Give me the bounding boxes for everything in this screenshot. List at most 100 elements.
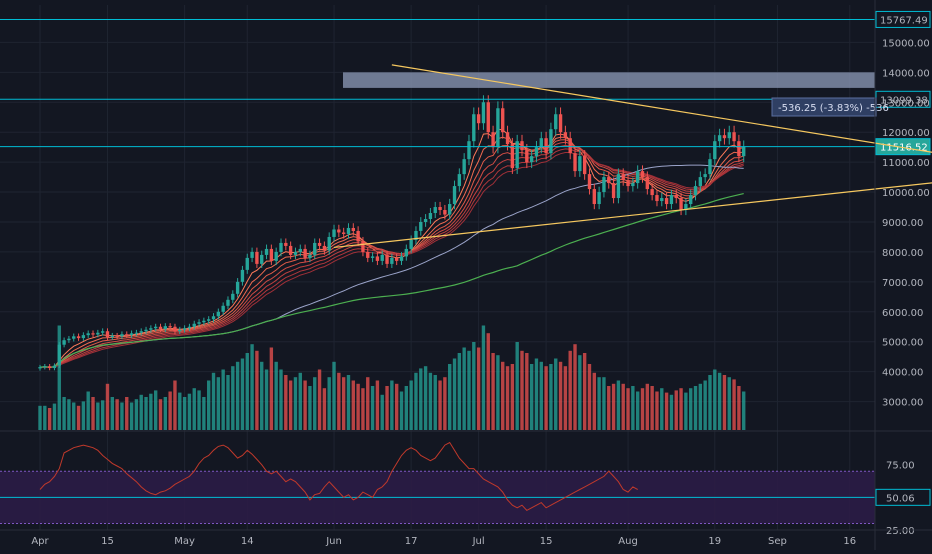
- volume-bar: [501, 361, 505, 430]
- volume-bar: [303, 380, 307, 430]
- candle-body: [467, 141, 471, 160]
- volume-bar: [38, 405, 42, 430]
- candle-body: [534, 147, 539, 157]
- candle-body: [67, 338, 71, 341]
- volume-bar: [467, 350, 471, 430]
- candle-body: [732, 132, 736, 142]
- candle-body: [356, 230, 360, 242]
- candle-body: [260, 254, 264, 264]
- candle-body: [501, 108, 505, 133]
- volume-bar: [693, 386, 698, 430]
- volume-bar: [86, 391, 90, 430]
- candle-body: [211, 316, 216, 320]
- candle-body: [288, 245, 293, 255]
- volume-bar: [635, 391, 640, 430]
- volume-bar: [563, 366, 568, 430]
- volume-bar: [549, 364, 553, 430]
- resistance-zone-box[interactable]: [343, 72, 875, 88]
- candle-body: [602, 177, 606, 193]
- candle-body: [549, 129, 553, 154]
- candle-body: [351, 227, 355, 231]
- candle-body: [182, 328, 187, 330]
- volume-bar: [602, 377, 606, 430]
- measure-label: -536.25 (-3.83%) -536: [778, 103, 889, 114]
- volume-bar: [510, 364, 515, 430]
- volume-bar: [722, 375, 727, 430]
- volume-bar: [341, 377, 346, 430]
- volume-bar: [713, 369, 717, 430]
- volume-bar: [443, 377, 447, 430]
- volume-bar: [452, 358, 457, 430]
- volume-bar: [120, 402, 124, 430]
- volume-bar: [144, 397, 148, 430]
- candle-body: [515, 141, 519, 169]
- volume-bar: [284, 375, 288, 430]
- candle-body: [81, 335, 86, 339]
- candle-body: [216, 311, 221, 317]
- price-tick-label: 7000.00: [882, 278, 923, 289]
- candle-body: [187, 326, 192, 329]
- candle-body: [582, 156, 587, 175]
- candlesticks: [38, 95, 746, 371]
- volume-bar: [717, 372, 722, 430]
- date-tick-label: Aug: [618, 536, 638, 547]
- candle-body: [669, 195, 674, 205]
- volume-bar: [669, 394, 674, 430]
- trend-line-upper[interactable]: [391, 64, 932, 160]
- volume-bar: [182, 397, 187, 430]
- volume-bar: [115, 399, 119, 430]
- candle-body: [722, 135, 727, 139]
- price-tick-label: 9000.00: [882, 218, 923, 229]
- rsi-value-label: 50.06: [886, 493, 915, 504]
- volume-bar: [361, 388, 365, 430]
- volume-bar: [496, 355, 500, 430]
- candle-body: [245, 257, 249, 270]
- volume-bar: [96, 402, 100, 430]
- candle-body: [684, 204, 688, 211]
- price-tick-label: 4000.00: [882, 368, 923, 379]
- trend-lines[interactable]: [333, 64, 932, 249]
- candle-body: [100, 331, 105, 333]
- candle-body: [207, 319, 211, 321]
- candle-body: [173, 326, 177, 332]
- volume-bar: [366, 377, 370, 430]
- volume-bar: [423, 366, 428, 430]
- volume-bar: [684, 392, 688, 430]
- candle-body: [419, 221, 423, 231]
- candle-body: [38, 367, 42, 369]
- volume-bar: [235, 361, 240, 430]
- candle-body: [611, 183, 616, 199]
- volume-bar: [269, 347, 274, 430]
- price-level-label: 15767.49: [880, 15, 928, 26]
- candle-body: [134, 332, 139, 334]
- trend-line-lower[interactable]: [333, 178, 932, 249]
- volume-bar: [288, 380, 293, 430]
- ma-100-line: [39, 193, 744, 368]
- price-tick-label: 14000.00: [882, 68, 930, 79]
- volume-bar: [158, 399, 163, 430]
- candle-body: [496, 108, 500, 148]
- candle-body: [554, 114, 558, 130]
- candle-body: [674, 195, 678, 199]
- volume-bar: [515, 342, 519, 430]
- volume-bar: [732, 379, 736, 430]
- date-tick-label: 16: [843, 536, 856, 547]
- resistance-zone[interactable]: [343, 72, 875, 88]
- candle-body: [332, 229, 336, 237]
- volume-bar: [409, 380, 413, 430]
- candle-body: [313, 242, 317, 255]
- measure-tool[interactable]: -536.25 (-3.83%) -536: [771, 97, 889, 117]
- candle-body: [428, 213, 433, 219]
- volume-bar: [337, 372, 341, 430]
- measure-box[interactable]: [771, 97, 877, 117]
- candle-body: [742, 146, 746, 157]
- volume-bar: [105, 383, 110, 430]
- volume-bar: [703, 380, 707, 430]
- candle-body: [587, 174, 592, 190]
- candle-body: [390, 257, 394, 264]
- candle-body: [250, 251, 254, 258]
- candle-body: [404, 248, 409, 257]
